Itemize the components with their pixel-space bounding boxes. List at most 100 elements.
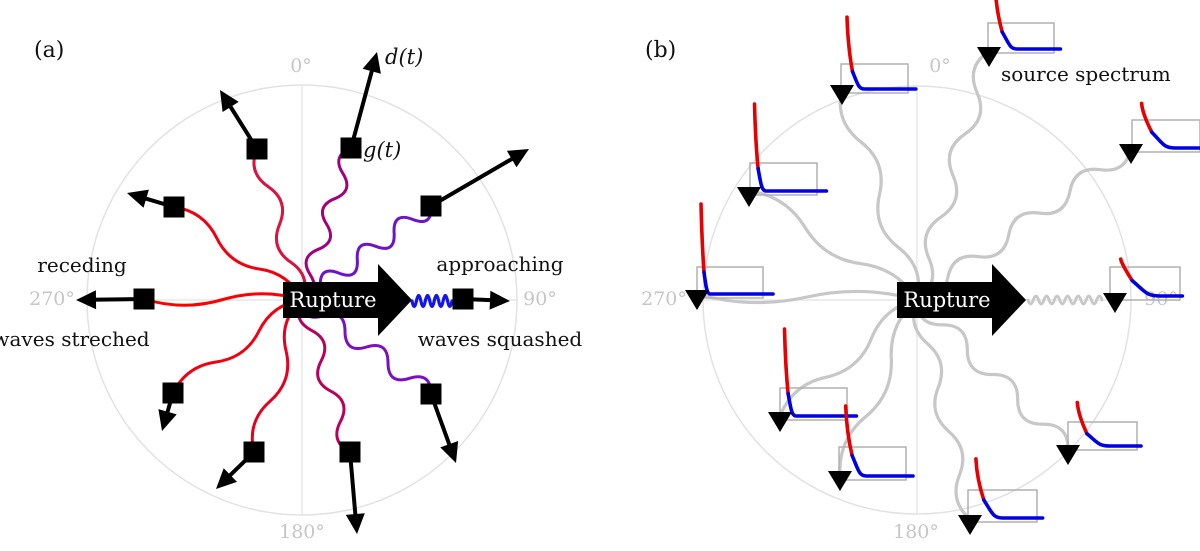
spectrum-red-curve [1139,101,1154,134]
spectrum-red-curve [699,202,706,274]
squashed-wave-squiggle [410,293,454,309]
waveform-ray [172,205,304,302]
approaching-label: approaching [436,252,563,276]
station-arrow-head [506,149,529,168]
spectrum-red-curve [1075,400,1089,436]
gray-waveform-ray [915,298,1070,451]
spectrum-blue-curve [786,391,859,418]
gray-waveform-ray [778,298,919,418]
waveform-ray [250,298,304,454]
station-square [163,196,185,218]
station-square [246,138,268,160]
spectrum-box [840,63,909,94]
panel-a-degree-0: 0° [290,55,312,77]
rupture-arrow [897,264,1026,336]
gray-waveform-ray [838,87,921,302]
station-square [340,137,362,159]
annotation-layer: (a) (b) receding waves streched approach… [0,38,1171,351]
station-arrow-head [440,441,459,463]
panel-b-degree-180: 180° [893,521,939,543]
spectrum-box [779,387,848,421]
station-arrow-head [127,189,149,208]
spectrum-blue-curve [756,166,829,193]
panel-a-drawing [76,52,529,534]
panel-a-degree-90: 90° [523,288,557,310]
station-triangle [1119,144,1143,164]
gray-waveform-ray [747,189,919,302]
gray-waveform-ray [915,49,991,302]
rupture-arrow [283,264,412,336]
spectrum-box [749,162,818,196]
waves-stretched-label: waves streched [0,327,150,351]
spectrum-box [1131,119,1200,153]
panel-b-rupture-label: Rupture [903,288,990,312]
spectrum-box [1109,266,1181,301]
waveform-ray [252,147,307,302]
station-triangle [737,187,761,207]
station-arrow-head [489,290,510,310]
station-square [452,288,474,310]
station-triangle [1103,293,1127,313]
spectrum-red-curve [752,102,760,171]
panel-b-drawing [685,0,1200,535]
station-square [339,441,361,463]
station-triangle [685,290,709,310]
spectrum-blue-curve [850,69,918,91]
spectrum-red-curve [994,0,1004,34]
receding-label: receding [37,253,127,277]
spectrum-blue-curve [1150,130,1200,150]
gray-waveform-ray [912,298,972,521]
panel-a-rupture-label: Rupture [289,288,376,312]
panel-a-degree-270: 270° [29,288,75,310]
gray-waveform-ray [915,146,1133,303]
spectrum-red-curve [974,457,986,502]
gray-squiggle [1026,294,1104,306]
station-triangle [828,471,852,491]
station-triangle [958,515,982,535]
waves-squashed-label: waves squashed [418,327,583,351]
station-arrow-head [158,409,177,431]
g-of-t-label: g(t) [363,138,401,162]
gray-waveform-ray [695,289,919,305]
spectrum-box [967,489,1038,523]
panel-b-degree-90: 90° [1144,288,1178,310]
source-spectrum-label: source spectrum [1001,62,1171,86]
spectrum-red-curve [845,15,855,74]
station-arrow-head [216,468,237,489]
waveform-ray [142,292,304,307]
spectrum-box [987,22,1055,54]
station-arrow-head [220,90,239,112]
panel-a-degree-180: 180° [279,521,325,543]
panel-b-degree-0: 0° [929,55,951,77]
spectrum-blue-curve [850,453,915,478]
gray-waveform-ray [838,298,919,477]
station-square [420,195,442,217]
panel-a-tag: (a) [34,38,64,63]
spectrum-red-curve [782,327,790,396]
station-triangle [830,85,854,105]
station-arrow-line [348,451,358,522]
station-square [133,288,155,310]
spectrum-box [838,446,907,481]
station-arrow-head [76,290,97,310]
spectrum-box [1067,421,1138,451]
spectrum-red-curve [1118,257,1134,283]
waveform-ray [171,298,304,395]
station-arrow-head [345,513,365,534]
spectrum-blue-curve [1000,30,1063,51]
station-square [162,382,184,404]
panel-b-tag: (b) [645,38,676,63]
spectrum-red-curve [843,404,854,458]
degree-labels-layer: 0° 90° 180° 270° 0° 90° 180° 270° [29,55,1178,543]
spectrum-blue-curve [1130,278,1185,298]
station-triangle [768,412,792,432]
spectrum-blue-curve [982,498,1045,520]
station-square [420,383,442,405]
panel-b-degree-270: 270° [641,288,687,310]
station-triangle [977,47,1001,67]
d-of-t-label: d(t) [385,45,423,69]
waveform-ray [300,146,353,302]
station-square [243,441,265,463]
